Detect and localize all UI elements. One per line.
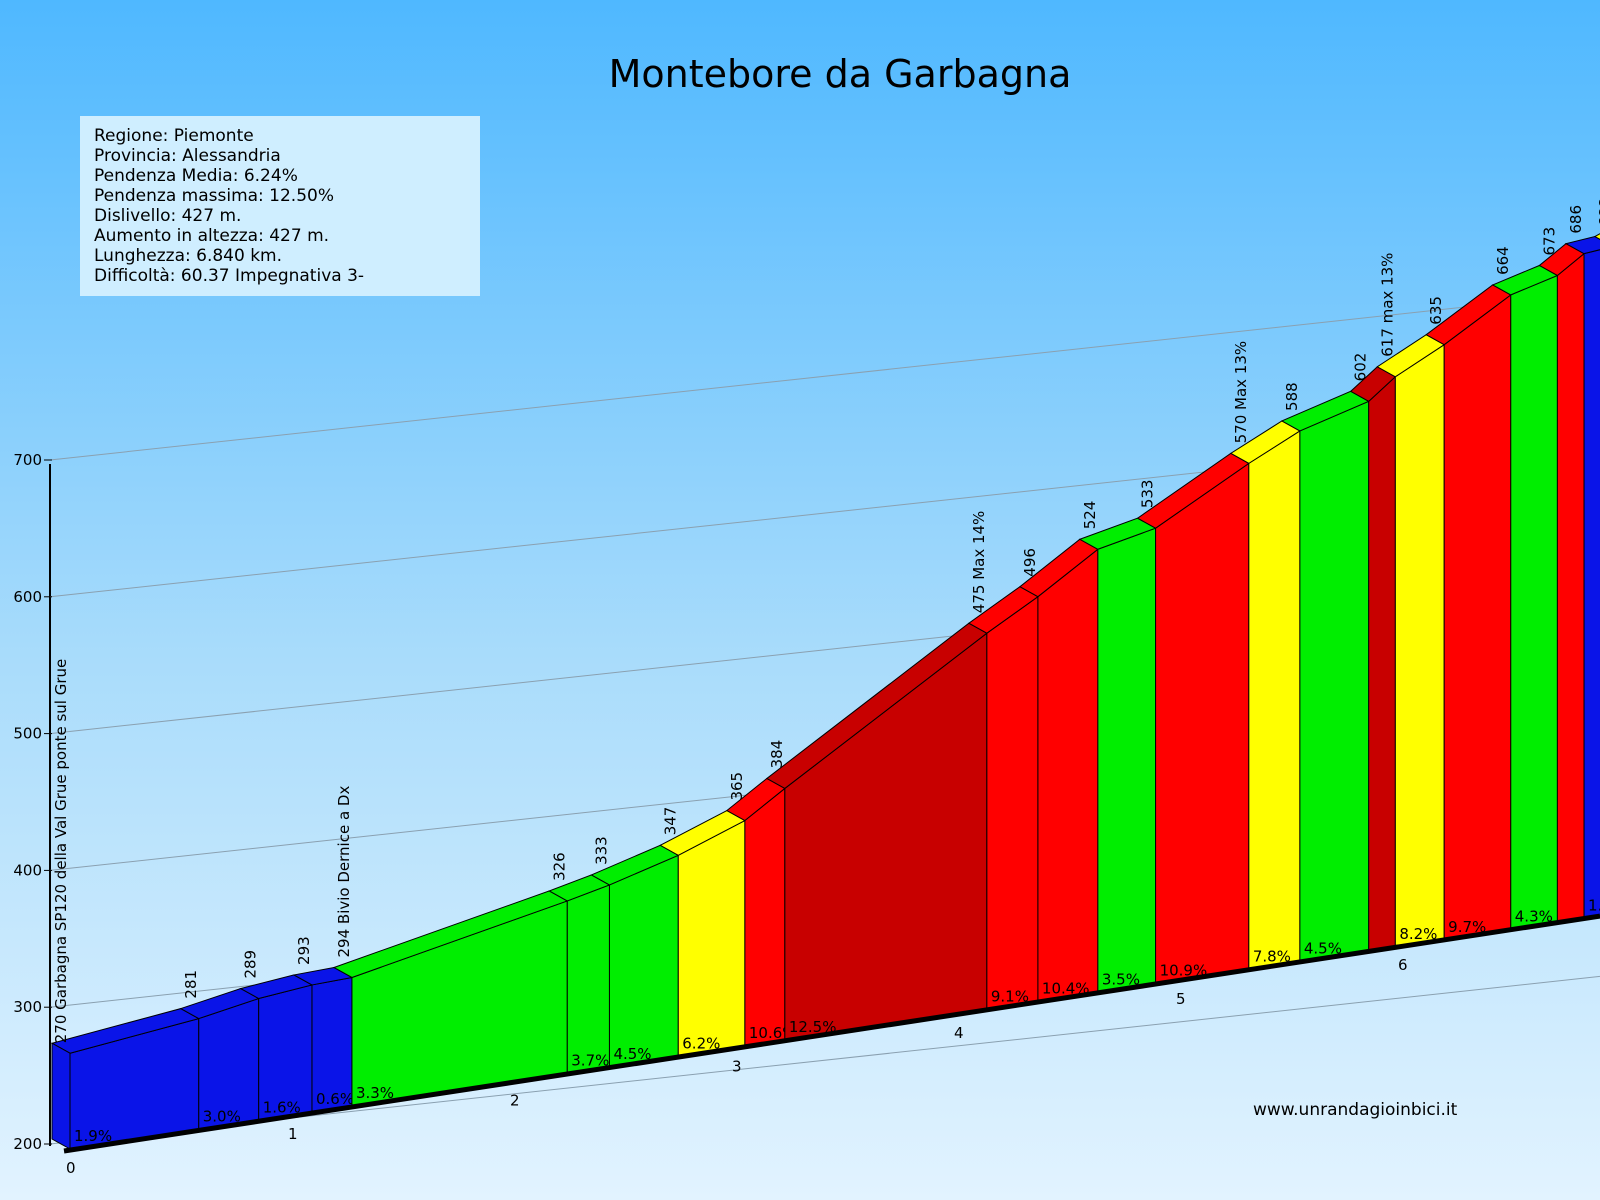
grade-label-4: 3.3%: [356, 1084, 394, 1102]
segment-front-18: [1443, 293, 1512, 941]
info-length: Lunghezza: 6.840 km.: [94, 246, 283, 266]
segment-top-22: [1593, 233, 1600, 240]
altitude-label-7: 347: [661, 807, 679, 836]
grid-line-700: [49, 291, 1600, 461]
grade-label-18: 9.7%: [1448, 918, 1486, 936]
altitude-label-17: 617 max 13%: [1378, 253, 1396, 357]
info-max-grade: Pendenza massima: 12.50%: [94, 186, 334, 206]
grade-label-9: 12.5%: [789, 1018, 837, 1036]
y-tick-label-600: 600: [13, 588, 42, 606]
grade-label-19: 4.3%: [1515, 908, 1553, 926]
grade-label-6: 4.5%: [613, 1045, 651, 1063]
y-tick-label-500: 500: [13, 725, 42, 743]
altitude-label-16: 602: [1352, 353, 1370, 382]
altitude-label-4: 294 Bivio Dernice a Dx: [335, 786, 353, 958]
altitude-label-14: 570 Max 13%: [1232, 341, 1250, 444]
segment-front-13: [1155, 462, 1250, 985]
segment-front-11: [1037, 548, 1099, 1003]
grade-label-10: 9.1%: [991, 987, 1029, 1005]
altitude-label-2: 289: [242, 950, 260, 979]
grade-label-14: 7.8%: [1253, 948, 1291, 966]
segment-front-14: [1248, 430, 1301, 971]
grade-label-3: 0.6%: [316, 1090, 354, 1108]
grade-label-15: 4.5%: [1304, 940, 1342, 958]
x-tick-label-5: 5: [1176, 990, 1186, 1008]
altitude-label-13: 533: [1139, 480, 1157, 509]
info-elevation-gain: Aumento in altezza: 427 m.: [94, 226, 330, 246]
y-tick-label-700: 700: [13, 451, 42, 469]
info-difficulty: Difficoltà: 60.37 Impegnativa 3-: [94, 266, 365, 286]
segment-front-5: [566, 884, 610, 1074]
x-tick-label-2: 2: [510, 1091, 520, 1109]
altitude-label-6: 333: [592, 836, 610, 865]
altitude-label-20: 673: [1540, 227, 1558, 256]
grade-label-0: 1.9%: [74, 1127, 112, 1145]
altitude-label-8: 365: [728, 772, 746, 801]
segment-front-12: [1097, 527, 1157, 994]
info-avg-grade: Pendenza Media: 6.24%: [94, 166, 298, 186]
altitude-label-15: 588: [1283, 382, 1301, 411]
altitude-label-9: 384: [768, 740, 786, 769]
altitude-label-10: 475 Max 14%: [970, 511, 988, 614]
info-region: Regione: Piemonte: [94, 126, 254, 146]
segment-front-7: [677, 819, 746, 1057]
chart-title: Montebore da Garbagna: [608, 52, 1072, 96]
grade-label-5: 3.7%: [571, 1051, 609, 1069]
segment-front-17: [1394, 343, 1445, 948]
x-tick-label-0: 0: [66, 1159, 76, 1177]
start-label: 270 Garbagna SP120 della Val Grue ponte …: [52, 659, 70, 1043]
grade-label-12: 3.5%: [1102, 971, 1140, 989]
altitude-label-18: 635: [1427, 296, 1445, 325]
x-tick-label-3: 3: [732, 1058, 742, 1076]
grade-label-7: 6.2%: [682, 1034, 720, 1052]
x-tick-label-4: 4: [954, 1024, 964, 1042]
y-tick-label-300: 300: [13, 998, 42, 1016]
segment-front-15: [1299, 400, 1370, 963]
segment-front-6: [608, 854, 679, 1068]
y-tick-label-200: 200: [13, 1135, 42, 1153]
grade-label-17: 8.2%: [1399, 925, 1437, 943]
baseline: [63, 913, 1600, 1154]
grade-label-13: 10.9%: [1160, 962, 1208, 980]
website-credit: www.unrandagioinbici.it: [1253, 1100, 1458, 1120]
altitude-label-3: 293: [295, 936, 313, 965]
altitude-label-12: 524: [1081, 501, 1099, 530]
segment-front-10: [986, 595, 1039, 1010]
altitude-label-1: 281: [182, 970, 200, 999]
segment-front-16: [1368, 375, 1396, 952]
x-tick-label-6: 6: [1398, 956, 1408, 974]
altitude-label-22: 688: [1596, 198, 1600, 227]
grade-label-2: 1.6%: [263, 1098, 301, 1116]
grade-label-1: 3.0%: [203, 1107, 241, 1125]
x-tick-label-1: 1: [288, 1125, 298, 1143]
altitude-label-21: 686: [1567, 205, 1585, 234]
y-tick-label-400: 400: [13, 861, 42, 879]
altitude-label-11: 496: [1021, 548, 1039, 577]
info-elevation-diff: Dislivello: 427 m.: [94, 206, 242, 226]
altitude-label-5: 326: [550, 852, 568, 881]
info-province: Provincia: Alessandria: [94, 146, 281, 166]
grade-label-11: 10.4%: [1042, 980, 1090, 998]
altitude-label-19: 664: [1494, 246, 1512, 275]
profile-side-face: [51, 1042, 71, 1150]
segment-front-19: [1510, 274, 1558, 931]
grade-label-21: 1.4%: [1588, 896, 1600, 914]
segment-front-21: [1583, 249, 1600, 920]
info-box: Regione: Piemonte Provincia: Alessandria…: [80, 116, 480, 296]
segment-front-20: [1556, 252, 1585, 924]
segment-front-8: [744, 787, 786, 1047]
